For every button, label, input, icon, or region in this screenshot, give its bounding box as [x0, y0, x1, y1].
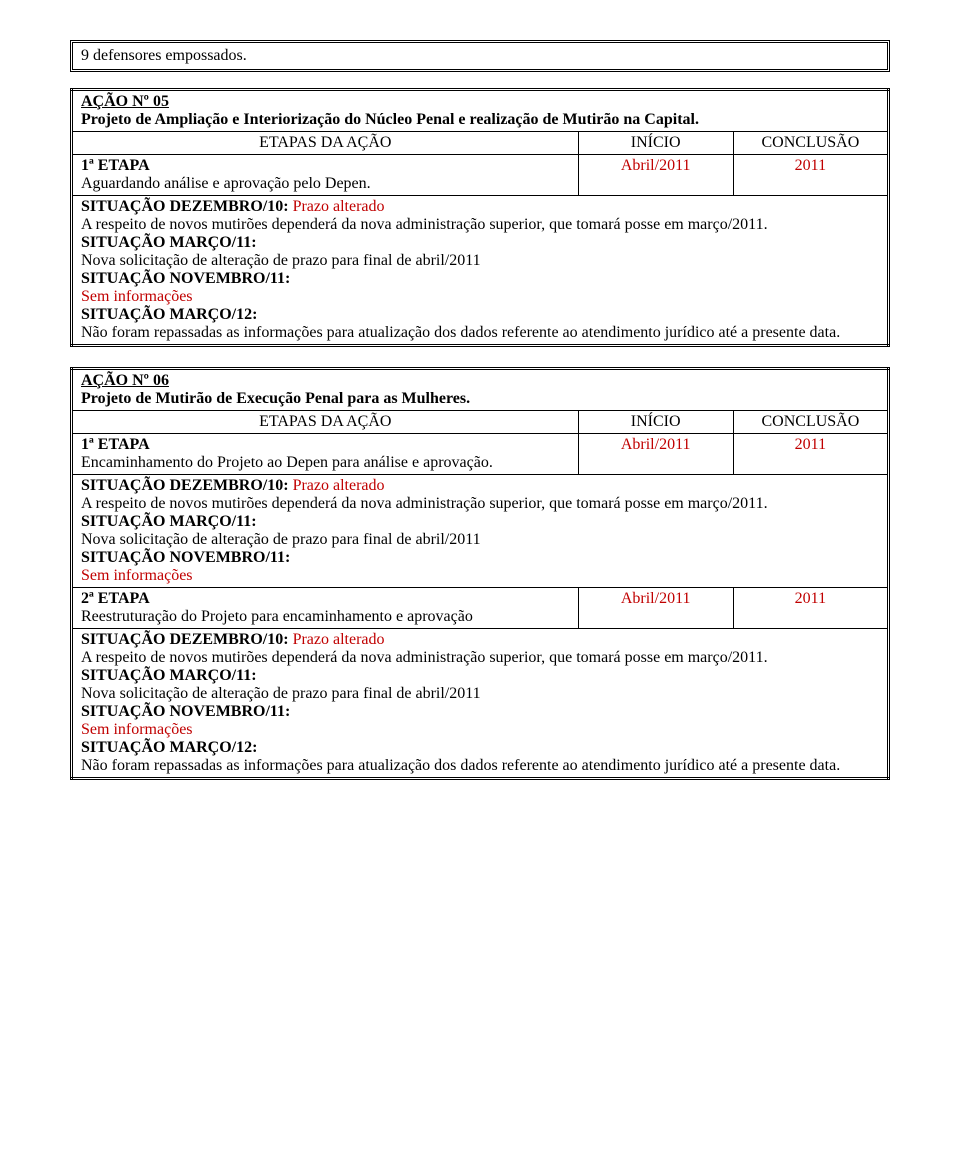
sit-dez-status: Prazo alterado	[293, 198, 385, 215]
sit1-nov11-text: Sem informações	[81, 567, 193, 584]
acao-06-etapa1-cell: 1ª ETAPA Encaminhamento do Projeto ao De…	[72, 434, 579, 475]
defensores-text: 9 defensores empossados.	[81, 47, 247, 64]
acao-06-title: AÇÃO Nº 06	[81, 372, 169, 389]
sit2-mar11-label: SITUAÇÃO MARÇO/11:	[81, 667, 257, 684]
col-inicio-06: INÍCIO	[578, 411, 733, 434]
col-inicio: INÍCIO	[578, 132, 733, 155]
acao-05-header-cell: AÇÃO Nº 05 Projeto de Ampliação e Interi…	[72, 90, 889, 132]
sit2-dez-status: Prazo alterado	[293, 631, 385, 648]
etapa1-inicio-06: Abril/2011	[578, 434, 733, 475]
sit-dez-text: A respeito de novos mutirões dependerá d…	[81, 216, 768, 233]
sit-mar12-text: Não foram repassadas as informações para…	[81, 324, 840, 341]
sit-mar11-text: Nova solicitação de alteração de prazo p…	[81, 252, 481, 269]
etapa2-conclusao-06: 2011	[733, 588, 888, 629]
etapa2-desc-06: Reestruturação do Projeto para encaminha…	[81, 608, 473, 625]
sit2-mar12-label: SITUAÇÃO MARÇO/12:	[81, 739, 257, 756]
sit-mar12-label: SITUAÇÃO MARÇO/12:	[81, 306, 257, 323]
sit2-mar12-text: Não foram repassadas as informações para…	[81, 757, 840, 774]
etapa2-inicio-06: Abril/2011	[578, 588, 733, 629]
col-etapas: ETAPAS DA AÇÃO	[72, 132, 579, 155]
sit-nov11-label: SITUAÇÃO NOVEMBRO/11:	[81, 270, 290, 287]
acao-05-table: AÇÃO Nº 05 Projeto de Ampliação e Interi…	[70, 88, 890, 347]
col-etapas-06: ETAPAS DA AÇÃO	[72, 411, 579, 434]
acao-05-etapa1-cell: 1ª ETAPA Aguardando análise e aprovação …	[72, 155, 579, 196]
acao-06-sit2-cell: SITUAÇÃO DEZEMBRO/10: Prazo alterado A r…	[72, 629, 889, 779]
sit1-dez-text: A respeito de novos mutirões dependerá d…	[81, 495, 768, 512]
sit2-dez-label: SITUAÇÃO DEZEMBRO/10:	[81, 631, 289, 648]
acao-06-sit1-cell: SITUAÇÃO DEZEMBRO/10: Prazo alterado A r…	[72, 475, 889, 588]
acao-06-header-cell: AÇÃO Nº 06 Projeto de Mutirão de Execuçã…	[72, 369, 889, 411]
sit1-mar11-text: Nova solicitação de alteração de prazo p…	[81, 531, 481, 548]
etapa2-label-06: 2ª ETAPA	[81, 590, 150, 607]
sit1-mar11-label: SITUAÇÃO MARÇO/11:	[81, 513, 257, 530]
acao-06-subtitle: Projeto de Mutirão de Execução Penal par…	[81, 390, 470, 407]
acao-06-etapa2-cell: 2ª ETAPA Reestruturação do Projeto para …	[72, 588, 579, 629]
sit-mar11-label: SITUAÇÃO MARÇO/11:	[81, 234, 257, 251]
sit-dez-label: SITUAÇÃO DEZEMBRO/10:	[81, 198, 289, 215]
etapa1-desc-06: Encaminhamento do Projeto ao Depen para …	[81, 454, 493, 471]
sit1-dez-status: Prazo alterado	[293, 477, 385, 494]
sit2-nov11-text: Sem informações	[81, 721, 193, 738]
acao-05-situacao-cell: SITUAÇÃO DEZEMBRO/10: Prazo alterado A r…	[72, 196, 889, 346]
etapa1-conclusao: 2011	[733, 155, 888, 196]
etapa1-label-06: 1ª ETAPA	[81, 436, 150, 453]
col-conclusao: CONCLUSÃO	[733, 132, 888, 155]
etapa1-desc: Aguardando análise e aprovação pelo Depe…	[81, 175, 371, 192]
etapa1-inicio: Abril/2011	[578, 155, 733, 196]
acao-06-table: AÇÃO Nº 06 Projeto de Mutirão de Execuçã…	[70, 367, 890, 780]
sit2-mar11-text: Nova solicitação de alteração de prazo p…	[81, 685, 481, 702]
sit1-nov11-label: SITUAÇÃO NOVEMBRO/11:	[81, 549, 290, 566]
sit-nov11-text: Sem informações	[81, 288, 193, 305]
acao-05-title: AÇÃO Nº 05	[81, 93, 169, 110]
sit2-dez-text: A respeito de novos mutirões dependerá d…	[81, 649, 768, 666]
col-conclusao-06: CONCLUSÃO	[733, 411, 888, 434]
sit1-dez-label: SITUAÇÃO DEZEMBRO/10:	[81, 477, 289, 494]
etapa1-conclusao-06: 2011	[733, 434, 888, 475]
sit2-nov11-label: SITUAÇÃO NOVEMBRO/11:	[81, 703, 290, 720]
etapa1-label: 1ª ETAPA	[81, 157, 150, 174]
defensores-box: 9 defensores empossados.	[70, 40, 890, 72]
acao-05-subtitle: Projeto de Ampliação e Interiorização do…	[81, 111, 699, 128]
